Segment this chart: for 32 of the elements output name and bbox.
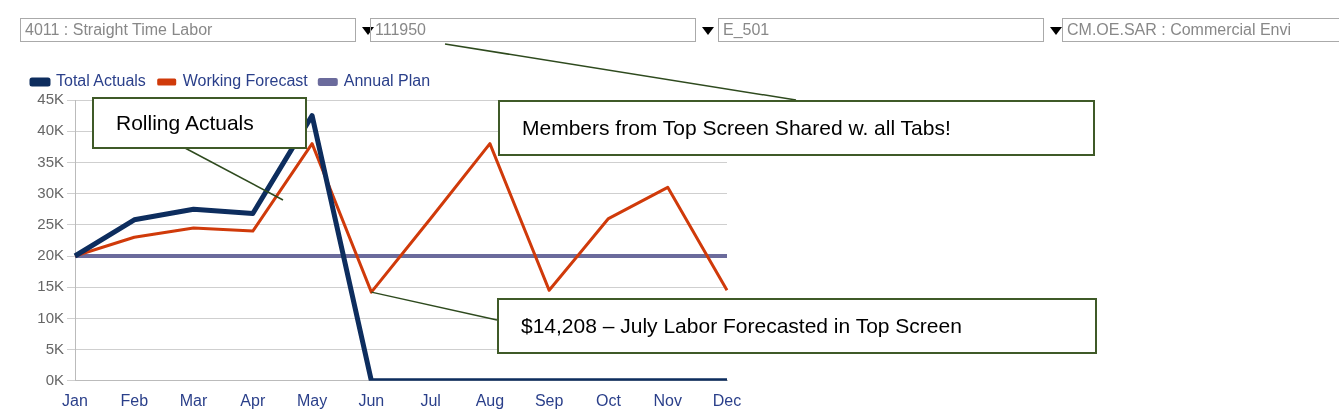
x-tick-label: Mar [179, 391, 208, 409]
legend-label: Total Actuals [56, 72, 146, 90]
x-tick-label: Jul [420, 391, 441, 409]
y-tick-label: 10K [37, 308, 64, 326]
y-tick-label: 30K [37, 183, 64, 201]
x-tick-label: Sep [534, 391, 564, 409]
y-tick-label: 15K [37, 277, 64, 295]
y-tick-label: 20K [37, 246, 64, 264]
y-tick-label: 40K [37, 121, 64, 139]
y-tick-label: 5K [45, 339, 64, 357]
x-tick-label: Nov [653, 391, 682, 409]
legend-label: Annual Plan [343, 72, 431, 90]
callout-box: $14,208 – July Labor Forecasted in Top Screen [497, 298, 1097, 354]
x-tick-label: Jun [358, 391, 385, 409]
callout-box: Rolling Actuals [92, 97, 307, 149]
legend-label: Working Forecast [182, 72, 309, 90]
text: 4011 : Straight Time Labor [20, 18, 356, 42]
y-tick-label: 45K [37, 90, 64, 108]
callout-box: Members from Top Screen Shared w. all Tabs! [498, 100, 1095, 156]
x-tick-label: Oct [596, 391, 622, 409]
x-tick-label: Feb [120, 391, 149, 409]
x-tick-label: Aug [475, 391, 505, 409]
x-tick-label: May [296, 391, 328, 409]
y-tick-label: 0K [45, 370, 64, 388]
y-tick-label: 25K [37, 214, 64, 232]
y-tick-label: 35K [37, 152, 64, 170]
text: 111950 [370, 18, 696, 42]
text: E_501 [718, 18, 1044, 42]
x-tick-label: Dec [712, 391, 742, 409]
x-tick-label: Jan [62, 391, 88, 409]
x-tick-label: Apr [240, 391, 266, 409]
text: CM.OE.SAR : Commercial Envi [1062, 18, 1339, 42]
